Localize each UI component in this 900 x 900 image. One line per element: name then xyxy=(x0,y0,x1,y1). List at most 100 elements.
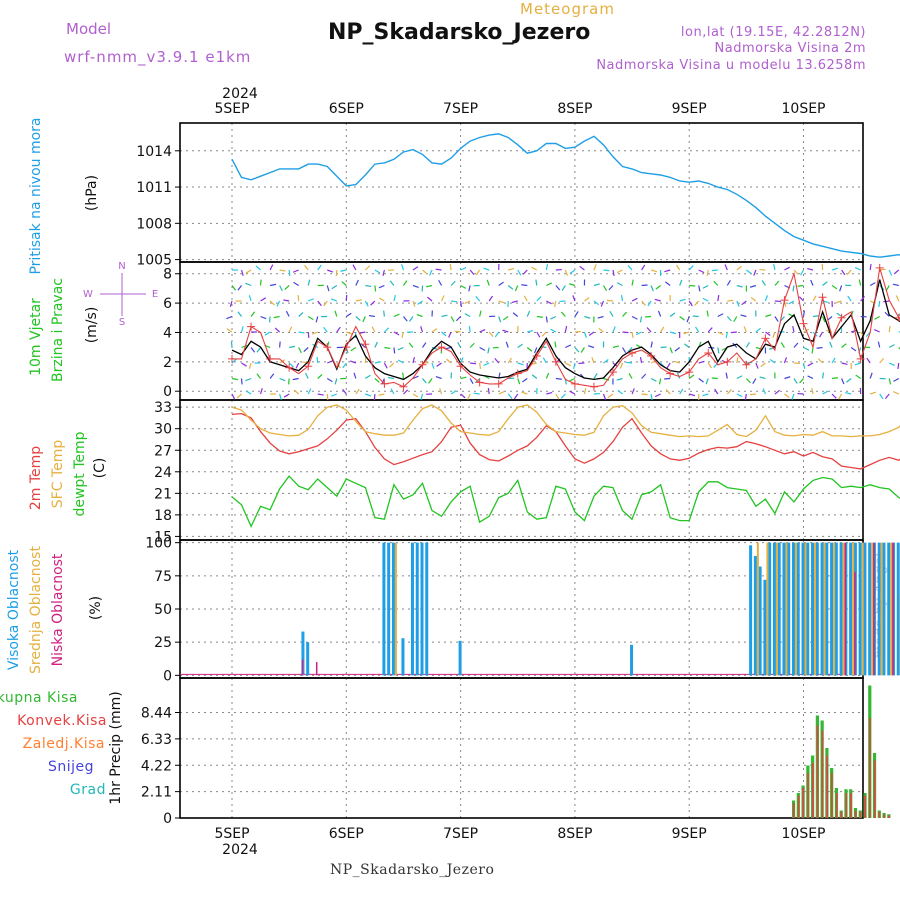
precip-bar-conv_precip xyxy=(850,793,852,818)
wind-barb xyxy=(408,342,414,348)
wind-barb xyxy=(498,316,502,323)
wind-barb xyxy=(639,356,643,364)
cloud-bar-high_cloud xyxy=(791,542,795,676)
wind-barb xyxy=(546,282,553,287)
wind-barb xyxy=(858,279,862,286)
wind-barb xyxy=(869,391,877,395)
wind-barb xyxy=(627,347,633,353)
wind-barb xyxy=(393,331,400,336)
wind-barb xyxy=(422,342,427,348)
wind-barb xyxy=(641,264,646,271)
wind-barb xyxy=(869,372,873,379)
precip-bar-conv_precip xyxy=(831,773,833,818)
wind-barb xyxy=(645,315,652,318)
y-tick-label: 21 xyxy=(154,486,172,502)
wind-barb xyxy=(334,378,338,385)
wind-barb xyxy=(283,393,290,398)
wind-barb xyxy=(583,331,588,338)
wind-barb xyxy=(755,362,759,369)
wind-barb xyxy=(793,269,799,275)
wind-barb xyxy=(487,347,490,354)
wind-barb xyxy=(470,362,477,365)
wind-barb xyxy=(835,300,842,304)
wind-barb xyxy=(616,269,623,274)
wind-barb xyxy=(514,285,519,292)
wind-barb xyxy=(733,316,738,322)
wind-barb xyxy=(420,393,424,400)
wind-barb xyxy=(816,346,823,349)
wind-barb xyxy=(292,377,299,381)
wind-barb xyxy=(292,269,299,273)
wind-barb xyxy=(401,264,405,271)
wind-barb xyxy=(260,297,266,302)
cloud-bar-high_cloud xyxy=(796,542,800,676)
cloud-bar-high_cloud xyxy=(868,542,872,676)
wind-barb xyxy=(536,331,541,338)
wind-barb xyxy=(717,294,720,302)
cloud-bar-mid_cloud xyxy=(756,542,759,676)
wind-barb xyxy=(657,310,662,317)
wind-barb xyxy=(517,343,524,348)
wind-barb xyxy=(664,377,671,380)
wind-barb xyxy=(531,266,538,271)
wind-barb xyxy=(279,285,283,292)
y-tick-label: 50 xyxy=(154,602,172,618)
wind-barb xyxy=(402,372,405,379)
wind-barb xyxy=(569,390,576,395)
wind-barb xyxy=(850,347,857,352)
cloud-bar-high_cloud xyxy=(806,542,810,676)
wind-barb xyxy=(326,285,330,292)
cloud-bar-high_cloud xyxy=(777,542,781,676)
wind-barb xyxy=(822,281,828,286)
wind-barb xyxy=(365,284,372,288)
wind-barb xyxy=(869,263,872,271)
wind-barb xyxy=(839,285,843,292)
y-tick-label: 27 xyxy=(154,443,172,459)
wind-barb xyxy=(317,300,322,307)
y-tick-label: 8.44 xyxy=(141,706,172,722)
wind-barb xyxy=(245,269,252,274)
wind-barb xyxy=(702,393,709,397)
wind-barb xyxy=(409,316,414,322)
wind-barb xyxy=(831,285,838,290)
wind-barb xyxy=(565,362,571,367)
cloud-bar-high_cloud xyxy=(410,542,414,676)
wind-barb xyxy=(288,326,293,333)
wind-barb xyxy=(226,315,233,320)
wind-barb xyxy=(283,299,290,302)
wind-barb xyxy=(641,393,648,396)
wind-barb xyxy=(393,295,396,302)
cloud-bar-high_cloud xyxy=(772,542,776,676)
wind-barb xyxy=(799,269,805,276)
wind-barb xyxy=(564,269,568,276)
wind-barb xyxy=(457,341,462,348)
wind-barb xyxy=(822,390,829,395)
wind-barb xyxy=(455,316,462,322)
compass-n: N xyxy=(118,261,125,272)
x-tick-top: 7SEP xyxy=(443,101,478,117)
wind-barb xyxy=(631,388,635,395)
wind-barb xyxy=(494,358,500,364)
wind-barb xyxy=(631,331,634,339)
wind-barb xyxy=(655,285,661,290)
wind-barb xyxy=(460,393,466,399)
wind-barb xyxy=(273,315,280,319)
wind-barb xyxy=(401,331,405,338)
wind-barb xyxy=(725,331,728,339)
wind-barb xyxy=(526,347,533,352)
cloud-bar-mid_cloud xyxy=(785,542,788,676)
y-tick-label: 2.11 xyxy=(141,785,172,801)
wind-barb xyxy=(402,280,408,286)
x-tick-bottom: 9SEP xyxy=(672,826,707,842)
wind-barb xyxy=(650,285,654,292)
wind-barb xyxy=(725,372,728,379)
precip-bar-conv_precip xyxy=(816,725,819,818)
wind-barb xyxy=(293,389,300,395)
x-tick-top: 9SEP xyxy=(672,101,707,117)
compass-w: W xyxy=(83,289,93,300)
precip-bar-conv_precip xyxy=(878,811,881,818)
wind-barb xyxy=(753,269,757,276)
cloud-bar-high_cloud xyxy=(387,542,391,676)
y-tick-label: 18 xyxy=(154,508,172,524)
